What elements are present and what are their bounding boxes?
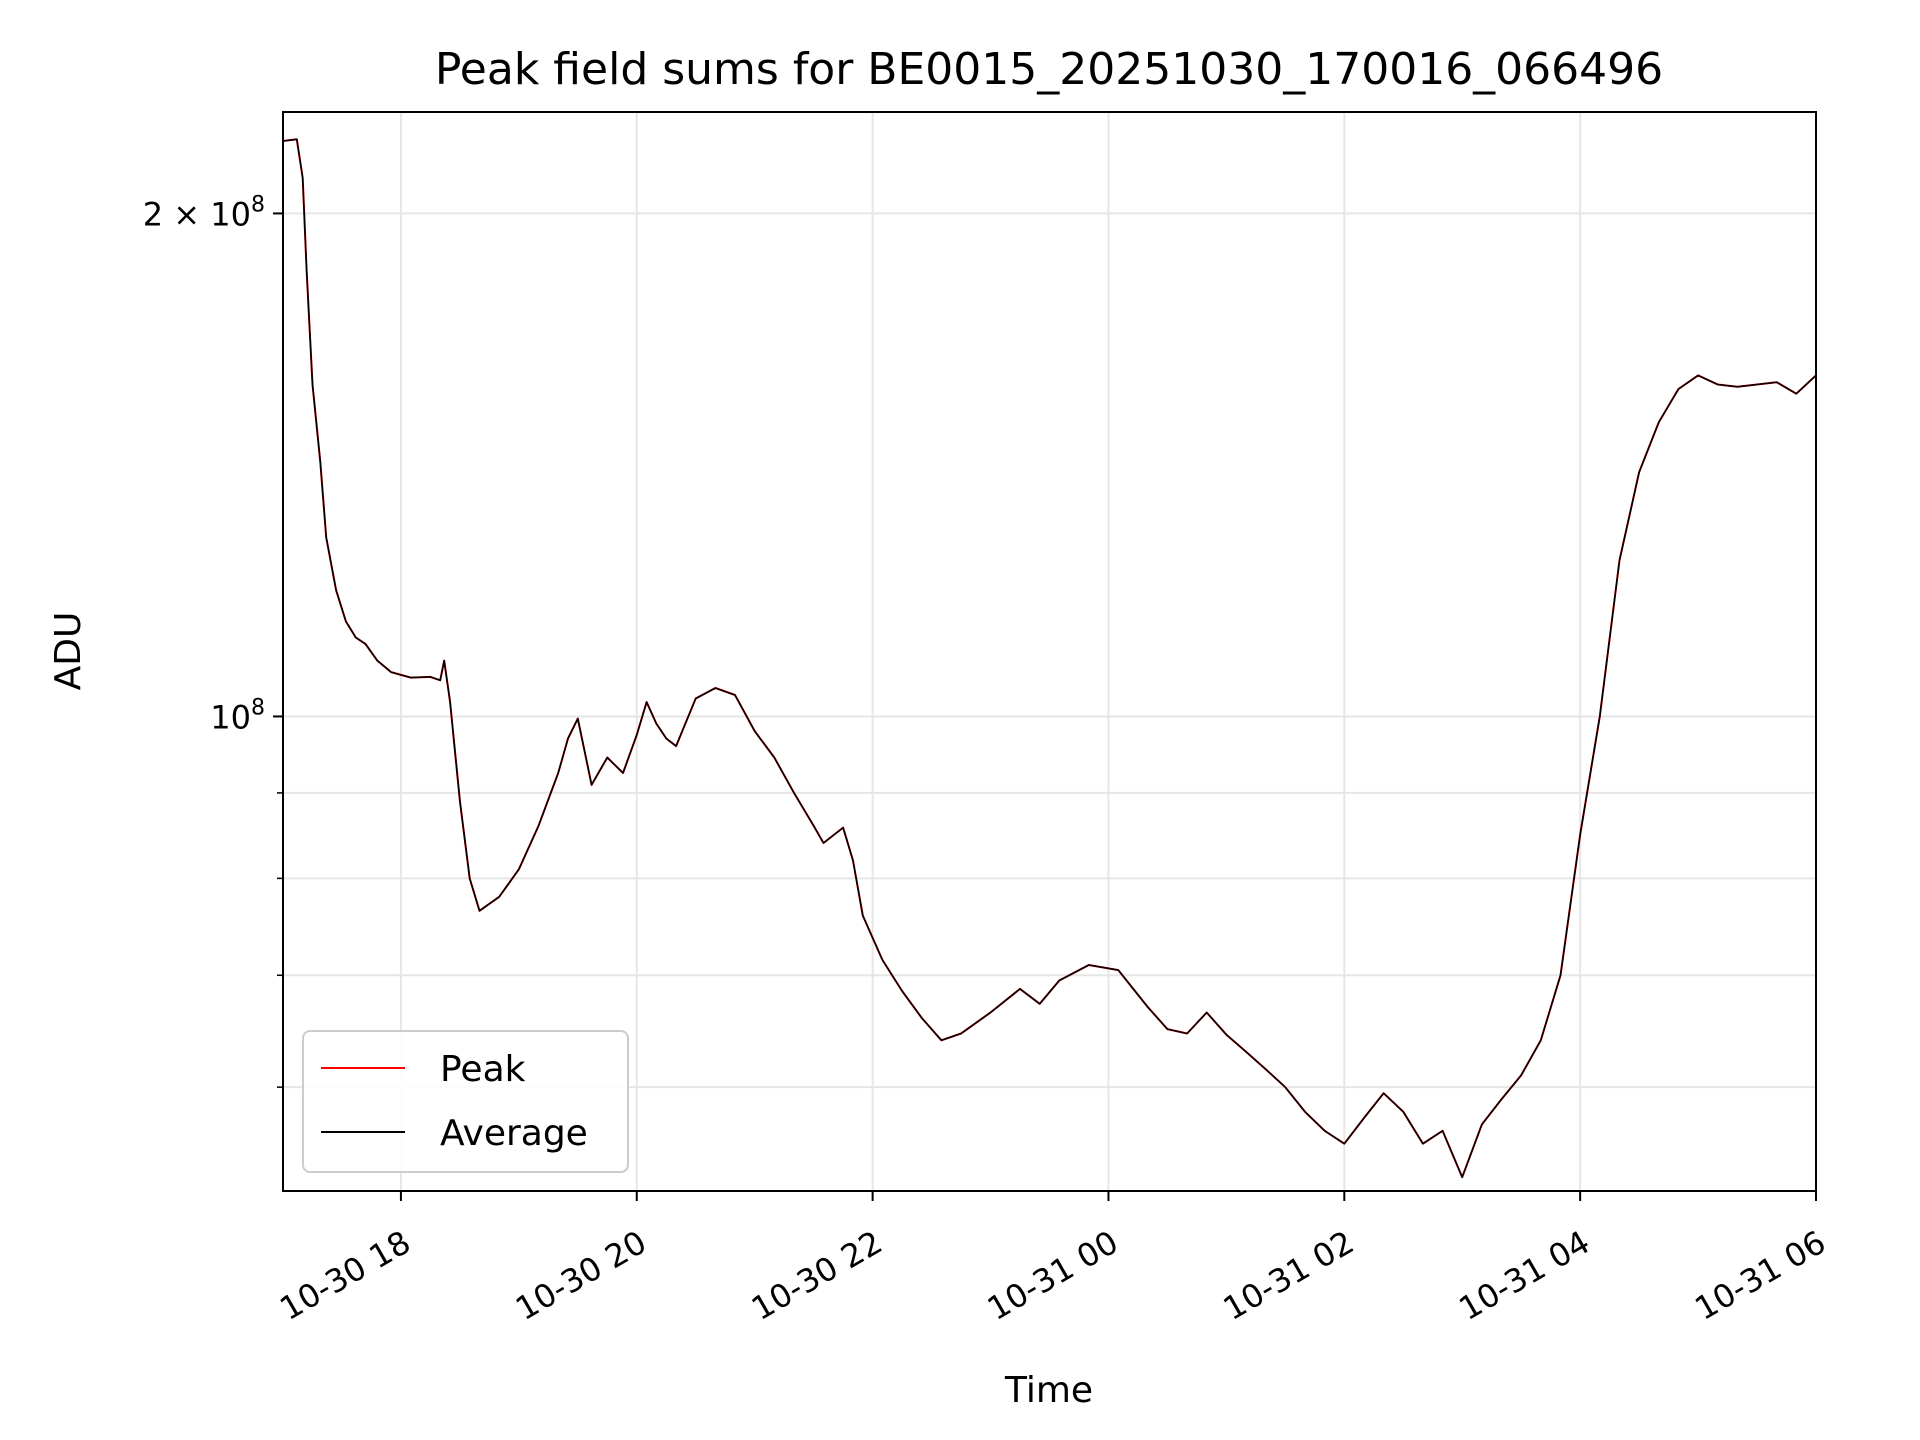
y-tick-label: 2 × 108	[143, 192, 265, 233]
legend-box	[302, 1030, 629, 1173]
legend-average-label: Average	[440, 1113, 588, 1154]
y-axis: 108 2 × 108	[143, 192, 283, 1088]
legend: Peak Average	[302, 1030, 629, 1173]
plot-frame	[282, 111, 1817, 1192]
y-axis-label: ADU	[48, 612, 89, 691]
legend-peak-label: Peak	[440, 1049, 526, 1090]
average-series-line	[282, 138, 1817, 1178]
series-layer	[282, 138, 1817, 1179]
grid	[283, 112, 1817, 1191]
chart-title: Peak field sums for BE0015_20251030_1700…	[435, 44, 1663, 95]
x-axis-label: Time	[1004, 1370, 1093, 1411]
y-tick-label: 108	[210, 695, 265, 736]
